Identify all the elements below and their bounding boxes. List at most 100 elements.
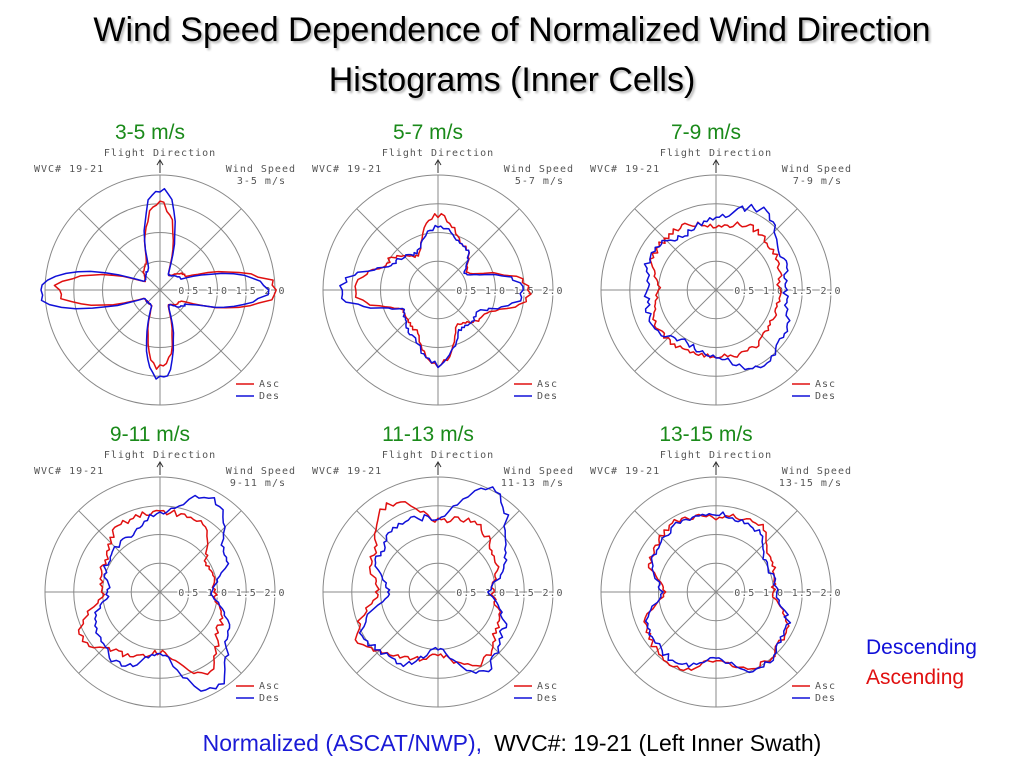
slide-title-line-2: Histograms (Inner Cells) <box>328 61 696 99</box>
wind-speed-label: Wind Speed <box>226 164 296 175</box>
slide-footer: Normalized (ASCAT/NWP), WVC#: 19-21 (Left… <box>0 730 1024 757</box>
panel-speed-title: 11-13 m/s <box>382 423 474 446</box>
ring-label: 0.5 <box>734 588 755 599</box>
panel-speed-title: 13-15 m/s <box>659 423 753 446</box>
legend-label-des: Des <box>259 391 280 402</box>
wvc-label: WVC# 19-21 <box>590 164 660 175</box>
wind-speed-label: Wind Speed <box>226 466 296 477</box>
ring-label: 0.5 <box>178 286 199 297</box>
ring-label: 0.5 <box>456 588 477 599</box>
wind-speed-value: 5-7 m/s <box>515 176 564 187</box>
ring-label: 1.0 <box>207 588 228 599</box>
series-line-asc <box>53 200 277 370</box>
legend-label-des: Des <box>537 391 558 402</box>
legend-label-des: Des <box>259 693 280 704</box>
wind-speed-value: 9-11 m/s <box>230 478 286 489</box>
ring-label: 1.0 <box>763 286 784 297</box>
ring-label: 1.5 <box>514 286 535 297</box>
legend-label-asc: Asc <box>537 681 558 692</box>
grid-spoke <box>356 208 520 372</box>
wind-speed-label: Wind Speed <box>782 164 852 175</box>
legend-label-asc: Asc <box>815 379 836 390</box>
ring-label: 2.0 <box>542 588 563 599</box>
panel-speed-title: 3-5 m/s <box>114 121 185 144</box>
polar-panel: 11-13 m/s Flight Direction WVC# 19-21 Wind … <box>308 422 588 724</box>
ring-label: 2.0 <box>542 286 563 297</box>
grid-spoke <box>356 510 520 674</box>
legend-label-des: Des <box>815 391 836 402</box>
wvc-label: WVC# 19-21 <box>312 466 382 477</box>
flight-direction-label: Flight Direction <box>660 450 772 461</box>
polar-panel: 9-11 m/s Flight Direction WVC# 19-21 Wind S… <box>30 422 310 724</box>
ring-label: 1.5 <box>792 588 813 599</box>
wvc-label: WVC# 19-21 <box>34 466 104 477</box>
legend-label-asc: Asc <box>815 681 836 692</box>
series-line-des <box>94 494 231 692</box>
arrow-head-icon <box>712 461 720 468</box>
ring-label: 1.0 <box>207 286 228 297</box>
ring-label: 2.0 <box>264 588 285 599</box>
legend-ascending: Ascending <box>866 666 965 689</box>
wind-speed-label: Wind Speed <box>504 466 574 477</box>
grid-spoke <box>78 208 242 372</box>
ring-label: 1.5 <box>514 588 535 599</box>
arrow-head-icon <box>712 159 720 166</box>
series-line-des <box>40 187 270 380</box>
series-line-asc <box>354 501 502 667</box>
panel-speed-title: 7-9 m/s <box>670 121 741 144</box>
ring-label: 0.5 <box>456 286 477 297</box>
legend-label-asc: Asc <box>259 379 280 390</box>
series-line-des <box>643 203 791 371</box>
series-line-des <box>339 224 524 369</box>
flight-direction-label: Flight Direction <box>660 148 772 159</box>
panel-speed-title: 5-7 m/s <box>392 121 463 144</box>
ring-label: 1.0 <box>485 286 506 297</box>
panel-speed-title: 9-11 m/s <box>109 423 191 446</box>
polar-panel: 13-15 m/s Flight Direction WVC# 19-21 Wind … <box>586 422 866 724</box>
flight-direction-label: Flight Direction <box>104 450 216 461</box>
ring-label: 0.5 <box>178 588 199 599</box>
flight-direction-label: Flight Direction <box>382 148 494 159</box>
ring-label: 1.5 <box>236 588 257 599</box>
wind-speed-value: 11-13 m/s <box>501 478 564 489</box>
ring-label: 0.5 <box>734 286 755 297</box>
series-line-des <box>358 486 510 674</box>
ring-label: 2.0 <box>820 286 841 297</box>
legend-label-asc: Asc <box>537 379 558 390</box>
wvc-label: WVC# 19-21 <box>590 466 660 477</box>
series-line-des <box>644 511 792 674</box>
wind-speed-label: Wind Speed <box>504 164 574 175</box>
legend-label-des: Des <box>815 693 836 704</box>
grid-spoke <box>634 208 798 372</box>
polar-panel: 5-7 m/s Flight Direction WVC# 19-21 Wind Sp… <box>308 120 588 422</box>
wvc-label: WVC# 19-21 <box>34 164 104 175</box>
ring-label: 2.0 <box>820 588 841 599</box>
legend-descending: Descending <box>866 636 977 659</box>
flight-direction-label: Flight Direction <box>382 450 494 461</box>
legend-label-des: Des <box>537 693 558 704</box>
footer-normalized-label: Normalized (ASCAT/NWP), <box>202 730 483 756</box>
arrow-head-icon <box>434 461 442 468</box>
wvc-label: WVC# 19-21 <box>312 164 382 175</box>
arrow-head-icon <box>156 461 164 468</box>
arrow-head-icon <box>434 159 442 166</box>
grid-spoke <box>78 510 242 674</box>
flight-direction-label: Flight Direction <box>104 148 216 159</box>
arrow-head-icon <box>156 159 164 166</box>
ring-label: 1.5 <box>236 286 257 297</box>
ring-label: 1.0 <box>485 588 506 599</box>
wind-speed-value: 7-9 m/s <box>793 176 842 187</box>
polar-panel: 3-5 m/s Flight Direction WVC# 19-21 Wind Sp… <box>30 120 310 422</box>
ring-label: 1.5 <box>792 286 813 297</box>
footer-wvc-label: WVC#: 19-21 (Left Inner Swath) <box>494 730 822 756</box>
wind-speed-value: 3-5 m/s <box>237 176 286 187</box>
legend-label-asc: Asc <box>259 681 280 692</box>
polar-panel: 7-9 m/s Flight Direction WVC# 19-21 Wind Sp… <box>586 120 866 422</box>
slide-title-line-1: Wind Speed Dependence of Normalized Wind… <box>93 11 931 49</box>
